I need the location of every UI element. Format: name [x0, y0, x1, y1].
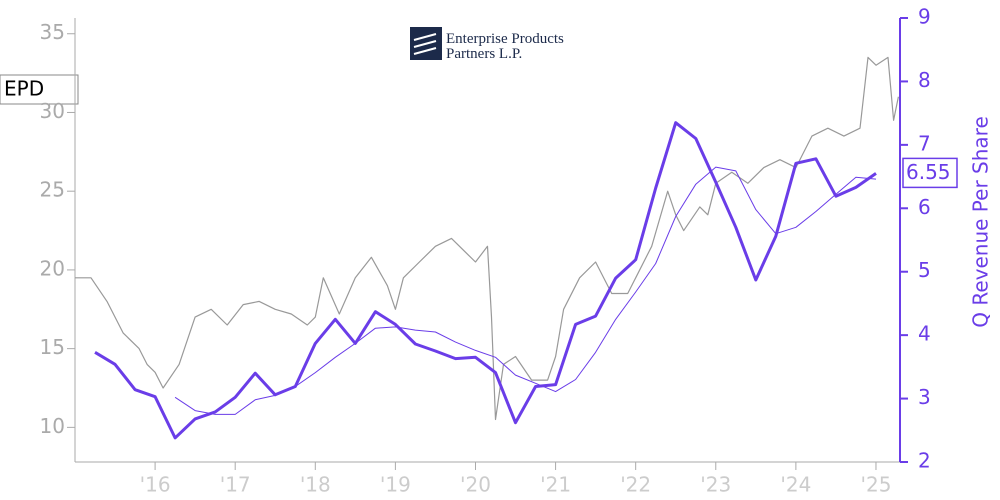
- y2-tick-label: 6: [918, 195, 931, 219]
- y-tick-label: 20: [40, 256, 65, 280]
- logo-text: Enterprise Products: [446, 31, 564, 47]
- series-line: [174, 166, 877, 415]
- y2-tick-label: 3: [918, 385, 931, 409]
- value-box: [902, 157, 958, 189]
- y-tick-label: 10: [40, 414, 65, 438]
- x-tick-label: '18: [300, 473, 331, 497]
- y2-tick-label: 2: [918, 449, 931, 473]
- ticker: EPD: [4, 77, 44, 101]
- y2-tick-label: 4: [918, 322, 931, 346]
- y2-tick-label: 5: [918, 258, 931, 282]
- x-tick-label: '23: [700, 473, 731, 497]
- x-tick-label: '25: [860, 473, 891, 497]
- y2-tick-label: 8: [918, 68, 931, 92]
- x-tick-label: '21: [540, 473, 571, 497]
- logo-text: Partners L.P.: [446, 46, 522, 62]
- x-tick-label: '22: [620, 473, 651, 497]
- value-label: 6.55: [906, 160, 951, 184]
- x-tick-label: '19: [380, 473, 411, 497]
- series-line: [94, 121, 877, 440]
- x-tick-label: '16: [140, 473, 171, 497]
- y2-tick-label: 9: [918, 5, 931, 29]
- y2-tick-label: 7: [918, 131, 931, 155]
- x-tick-label: '24: [780, 473, 811, 497]
- x-tick-label: '17: [220, 473, 251, 497]
- y-tick-label: 35: [40, 20, 65, 44]
- y2-axis-label: Q Revenue Per Share: [969, 116, 993, 328]
- logo: Enterprise Products Partners L.P.: [410, 27, 564, 62]
- y-tick-label: 30: [40, 99, 65, 123]
- y-tick-label: 15: [40, 335, 65, 359]
- ticker-box: [0, 74, 79, 105]
- y-tick-label: 25: [40, 178, 65, 202]
- logo-stripes: [413, 33, 437, 55]
- x-tick-label: '20: [460, 473, 491, 497]
- series-line: [75, 56, 899, 421]
